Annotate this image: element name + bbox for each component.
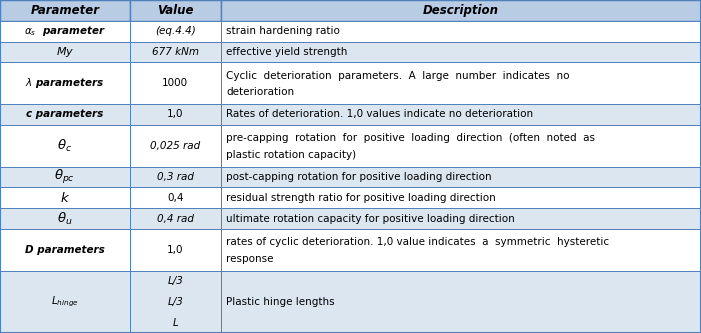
Text: 1,0: 1,0	[167, 245, 184, 255]
Text: strain hardening ratio: strain hardening ratio	[226, 26, 340, 36]
Bar	[221, 63, 701, 104]
Text: 0,3 rad: 0,3 rad	[157, 172, 193, 182]
Bar	[0, 125, 130, 166]
Text: L/3: L/3	[168, 276, 183, 286]
Bar	[0, 270, 130, 333]
Text: 0,4 rad: 0,4 rad	[157, 213, 193, 223]
Bar	[130, 0, 221, 21]
Text: response: response	[226, 254, 274, 264]
Text: pre-capping  rotation  for  positive  loading  direction  (often  noted  as: pre-capping rotation for positive loadin…	[226, 133, 595, 143]
Bar	[130, 229, 221, 270]
Text: $\theta_{pc}$: $\theta_{pc}$	[55, 168, 75, 186]
Bar	[0, 187, 130, 208]
Text: deterioration: deterioration	[226, 88, 294, 98]
Text: D parameters: D parameters	[25, 245, 104, 255]
Bar	[0, 166, 130, 187]
Text: effective yield strength: effective yield strength	[226, 47, 348, 57]
Bar	[221, 125, 701, 166]
Bar	[221, 208, 701, 229]
Text: 0,4: 0,4	[167, 193, 184, 203]
Bar	[130, 125, 221, 166]
Text: 0,025 rad: 0,025 rad	[150, 141, 200, 151]
Text: $My$: $My$	[55, 45, 74, 59]
Text: $\theta_c$: $\theta_c$	[57, 138, 72, 154]
Text: c parameters: c parameters	[26, 110, 104, 120]
Text: L/3: L/3	[168, 297, 183, 307]
Bar	[221, 270, 701, 333]
Text: $\alpha_s$  parameter: $\alpha_s$ parameter	[24, 24, 106, 38]
Bar	[221, 229, 701, 270]
Bar	[130, 42, 221, 63]
Bar	[0, 229, 130, 270]
Text: 677 kNm: 677 kNm	[151, 47, 199, 57]
Text: Cyclic  deterioration  parameters.  A  large  number  indicates  no: Cyclic deterioration parameters. A large…	[226, 71, 570, 81]
Bar	[130, 104, 221, 125]
Text: 1000: 1000	[162, 78, 189, 88]
Text: Rates of deterioration. 1,0 values indicate no deterioration: Rates of deterioration. 1,0 values indic…	[226, 110, 533, 120]
Text: (eq.4.4): (eq.4.4)	[155, 26, 196, 36]
Bar	[130, 270, 221, 333]
Text: $k$: $k$	[60, 191, 70, 205]
Bar	[130, 21, 221, 42]
Text: Plastic hinge lengths: Plastic hinge lengths	[226, 297, 335, 307]
Text: plastic rotation capacity): plastic rotation capacity)	[226, 150, 357, 160]
Text: ultimate rotation capacity for positive loading direction: ultimate rotation capacity for positive …	[226, 213, 515, 223]
Bar	[221, 187, 701, 208]
Bar	[221, 104, 701, 125]
Text: 1,0: 1,0	[167, 110, 184, 120]
Text: rates of cyclic deterioration. 1,0 value indicates  a  symmetric  hysteretic: rates of cyclic deterioration. 1,0 value…	[226, 237, 610, 247]
Bar	[221, 0, 701, 21]
Bar	[221, 21, 701, 42]
Text: Value: Value	[157, 4, 193, 17]
Text: L: L	[172, 318, 178, 328]
Bar	[0, 42, 130, 63]
Bar	[0, 21, 130, 42]
Bar	[130, 208, 221, 229]
Bar	[0, 0, 130, 21]
Bar	[221, 42, 701, 63]
Text: post-capping rotation for positive loading direction: post-capping rotation for positive loadi…	[226, 172, 492, 182]
Text: $\theta_u$: $\theta_u$	[57, 210, 73, 226]
Bar	[0, 104, 130, 125]
Text: Description: Description	[423, 4, 499, 17]
Bar	[0, 63, 130, 104]
Bar	[0, 208, 130, 229]
Bar	[221, 166, 701, 187]
Bar	[130, 166, 221, 187]
Text: $L_{hinge}$: $L_{hinge}$	[51, 295, 79, 309]
Text: residual strength ratio for positive loading direction: residual strength ratio for positive loa…	[226, 193, 496, 203]
Text: $\lambda$ parameters: $\lambda$ parameters	[25, 76, 104, 90]
Bar	[130, 187, 221, 208]
Bar	[130, 63, 221, 104]
Text: Parameter: Parameter	[30, 4, 100, 17]
